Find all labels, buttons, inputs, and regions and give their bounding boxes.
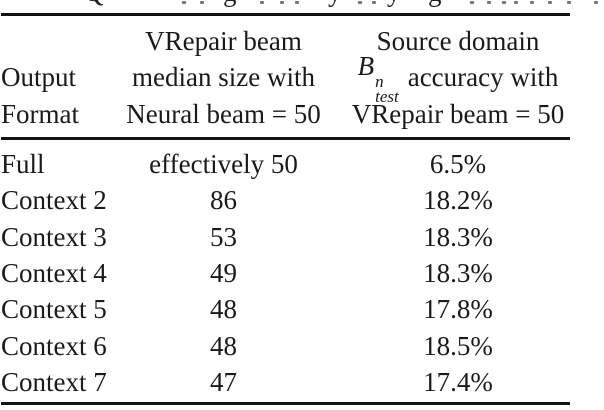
median-size-cell: 86	[210, 185, 237, 216]
math-base-b: B	[357, 50, 375, 81]
caption-baseline-fragment	[182, 1, 186, 4]
table-row: Context 5 48 17.8%	[0, 292, 581, 328]
caption-glyph-fragment: Q	[84, 0, 104, 6]
header-vrepair-beam-line2: median size with	[132, 62, 315, 93]
caption-baseline-fragment	[502, 1, 506, 4]
caption-glyph-fragment: y	[387, 0, 401, 6]
output-format-cell: Context 2	[1, 185, 107, 216]
median-size-cell: 48	[210, 330, 237, 361]
table-row: Context 3 53 18.3%	[0, 219, 581, 255]
accuracy-cell: 18.3%	[423, 258, 493, 289]
output-format-cell: Context 7	[1, 367, 107, 398]
output-format-cell: Context 3	[1, 221, 107, 252]
table-row: Full effectively 50 6.5%	[0, 146, 581, 182]
accuracy-cell: 18.2%	[423, 185, 493, 216]
output-format-cell: Context 6	[1, 330, 107, 361]
table-top-rule	[1, 13, 570, 16]
math-subscript-test: test	[375, 87, 399, 107]
caption-baseline-fragment	[280, 1, 284, 4]
header-format-line: Format	[1, 98, 79, 129]
accuracy-cell: 18.5%	[423, 330, 493, 361]
caption-baseline-fragment	[260, 1, 264, 4]
output-format-cell: Full	[1, 148, 45, 179]
table-header-rule	[1, 137, 570, 140]
table-row: Context 6 48 18.5%	[0, 328, 581, 364]
caption-baseline-fragment	[487, 1, 491, 4]
output-format-cell: Context 4	[1, 258, 107, 289]
table-bottom-rule	[1, 402, 570, 405]
output-format-cell: Context 5	[1, 294, 107, 325]
caption-baseline-fragment	[372, 1, 376, 4]
math-superscript-n: n	[375, 71, 384, 91]
accuracy-cell: 17.8%	[423, 294, 493, 325]
header-vrepair-beam-line3: Neural beam = 50	[126, 98, 321, 129]
median-size-cell: 49	[210, 258, 237, 289]
caption-baseline-fragment	[594, 1, 598, 4]
caption-baseline-fragment	[200, 1, 204, 4]
caption-baseline-fragment	[548, 1, 552, 4]
header-spacer	[0, 23, 112, 59]
median-size-cell: 48	[210, 294, 237, 325]
accuracy-cell: 18.3%	[423, 221, 493, 252]
header-source-domain-line3: VRepair beam = 50	[351, 98, 565, 129]
caption-glyph-fragment: g	[223, 0, 237, 6]
caption-baseline-fragment	[567, 1, 571, 4]
table-header: Output Format VRepair beam median size w…	[0, 23, 581, 132]
table-row: Context 7 47 17.4%	[0, 365, 581, 401]
median-size-cell: 53	[210, 221, 237, 252]
accuracy-cell: 6.5%	[429, 148, 487, 179]
header-source-domain-line1: Source domain	[376, 25, 540, 56]
header-col-vrepair-beam: VRepair beam median size with Neural bea…	[112, 23, 335, 132]
header-output-line: Output	[1, 62, 77, 93]
header-accuracy-with-text: accuracy with	[407, 62, 559, 93]
caption-glyph-fragment: y	[328, 0, 342, 6]
median-size-cell: 47	[210, 367, 237, 398]
caption-baseline-fragment	[514, 1, 518, 4]
caption-baseline-fragment	[358, 1, 362, 4]
caption-glyph-fragment: g	[428, 0, 442, 6]
math-scripts: n test	[375, 71, 399, 107]
median-size-cell: effectively 50	[149, 148, 298, 179]
caption-baseline-fragment	[530, 1, 534, 4]
header-col-output-format: Output Format	[0, 23, 112, 132]
caption-baseline-fragment	[470, 1, 474, 4]
cropped-caption-line: Qg y y g	[0, 0, 604, 12]
table-row: Context 4 49 18.3%	[0, 255, 581, 291]
table-body: Full effectively 50 6.5% Context 2 86 18…	[0, 146, 581, 401]
accuracy-cell: 17.4%	[423, 367, 493, 398]
caption-baseline-fragment	[295, 1, 299, 4]
header-vrepair-beam-line1: VRepair beam	[145, 25, 302, 56]
table-row: Context 2 86 18.2%	[0, 182, 581, 218]
